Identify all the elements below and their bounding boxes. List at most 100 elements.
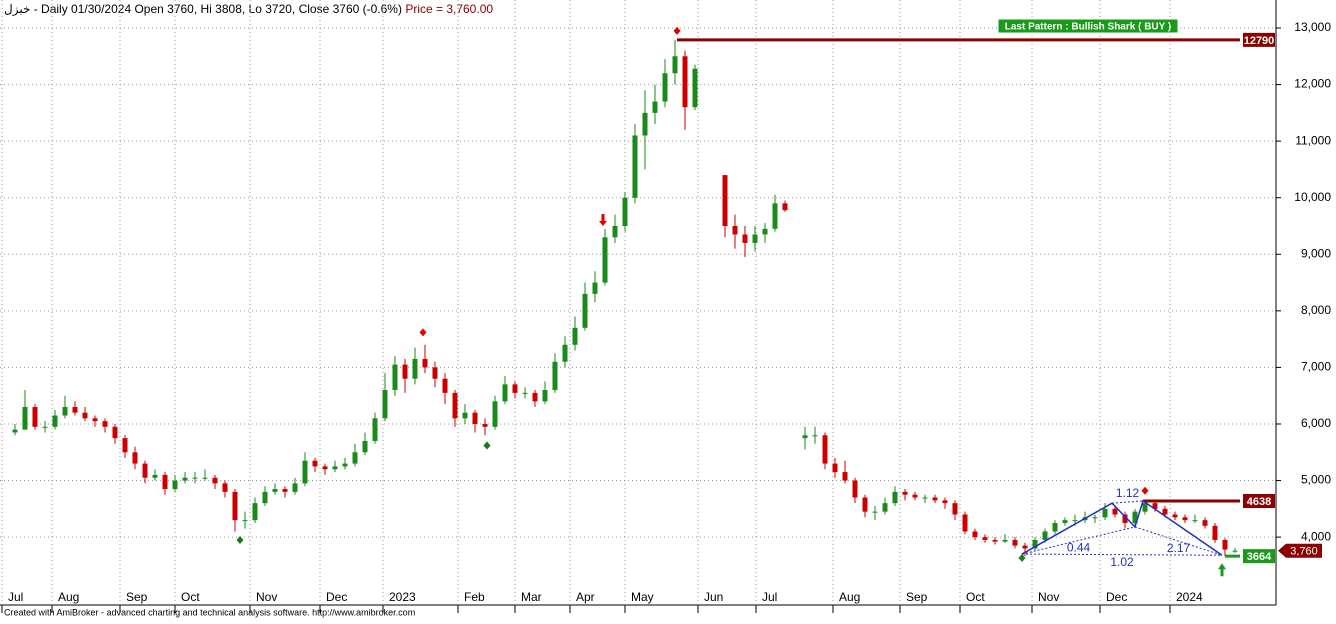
y-tick-label: 7,000 xyxy=(1301,360,1331,374)
candle-body xyxy=(172,480,178,490)
candle-body xyxy=(692,68,698,108)
y-tick-label: 6,000 xyxy=(1301,416,1331,430)
candle-body xyxy=(1102,508,1108,518)
pattern-ratio-line xyxy=(1111,500,1144,504)
candle-body xyxy=(392,364,398,391)
candle-body xyxy=(952,503,958,515)
candle-body xyxy=(92,418,98,422)
candle-body xyxy=(1172,514,1178,518)
chart-header: خبزل - Daily 01/30/2024 Open 3760, Hi 38… xyxy=(4,2,493,16)
candle-body xyxy=(902,491,908,495)
x-tick-label: Sep xyxy=(126,590,148,604)
y-tick-label: 13,000 xyxy=(1294,20,1331,34)
y-tick-label: 10,000 xyxy=(1294,190,1331,204)
price-text: Price = 3,760.00 xyxy=(405,2,493,16)
candle-body xyxy=(1052,522,1058,532)
candle-body xyxy=(602,237,608,283)
candle-body xyxy=(812,435,818,437)
pattern-ratio-line xyxy=(1021,553,1223,556)
candle-body xyxy=(212,477,218,484)
candle-body xyxy=(462,412,468,419)
x-tick-label: Oct xyxy=(181,590,200,604)
candle-body xyxy=(912,494,918,498)
candle-body xyxy=(202,477,208,479)
sell-signal xyxy=(673,26,681,35)
y-tick-label: 5,000 xyxy=(1301,473,1331,487)
x-tick-label: Dec xyxy=(1106,590,1127,604)
pattern-ratio: 0.44 xyxy=(1067,541,1091,555)
candle-body xyxy=(282,489,288,492)
candle-body xyxy=(882,503,888,512)
candle-body xyxy=(832,463,838,473)
candle-body xyxy=(42,426,48,428)
candle-body xyxy=(302,460,308,484)
candle-body xyxy=(932,497,938,501)
candle-body xyxy=(102,421,108,427)
candle-body xyxy=(442,378,448,393)
candle-body xyxy=(232,491,238,521)
candle-body xyxy=(1192,520,1198,522)
sell-signal xyxy=(1141,486,1149,495)
candle-body xyxy=(802,435,808,439)
pattern-ratio-line xyxy=(1134,526,1223,556)
candle-body xyxy=(1132,511,1138,523)
candle-body xyxy=(862,497,868,512)
candle-body xyxy=(222,483,228,492)
buy-signal xyxy=(236,535,244,544)
candle-body xyxy=(572,327,578,345)
y-tick-label: 8,000 xyxy=(1301,303,1331,317)
candle-body xyxy=(52,415,58,427)
candle-body xyxy=(1062,520,1068,523)
candle-body xyxy=(72,407,78,413)
candle-body xyxy=(1072,520,1078,522)
x-tick-label: Sep xyxy=(906,590,928,604)
x-tick-label: Jun xyxy=(704,590,723,604)
candle-body xyxy=(1122,514,1128,523)
candle-body xyxy=(632,135,638,198)
candle-body xyxy=(962,514,968,532)
candle-body xyxy=(32,407,38,427)
candle-body xyxy=(1232,550,1238,552)
last-price-box xyxy=(1278,543,1322,558)
candle-body xyxy=(642,112,648,136)
candle-body xyxy=(772,203,778,229)
candle-body xyxy=(1112,508,1118,515)
candle-body xyxy=(262,491,268,504)
candle-body xyxy=(362,440,368,453)
candle-body xyxy=(292,483,298,492)
candle-body xyxy=(242,520,248,522)
pattern-ratio-line xyxy=(1021,526,1136,555)
x-tick-label: Mar xyxy=(521,590,542,604)
y-tick-label: 9,000 xyxy=(1301,246,1331,260)
candle-body xyxy=(492,401,498,427)
candle-body xyxy=(662,73,668,102)
candle-body xyxy=(152,474,158,478)
candle-body xyxy=(142,463,148,478)
pattern-ratio: 1.02 xyxy=(1110,555,1134,569)
candle-body xyxy=(62,407,68,416)
candle-body xyxy=(312,460,318,467)
candle-body xyxy=(872,511,878,513)
candle-body xyxy=(1042,531,1048,540)
x-tick-label: Jul xyxy=(762,590,777,604)
candle-body xyxy=(1162,508,1168,515)
buy-signal xyxy=(1018,554,1026,563)
level-label: 4638 xyxy=(1247,496,1271,508)
y-tick-label: 11,000 xyxy=(1295,133,1331,147)
candle-body xyxy=(1032,539,1038,549)
x-tick-label: Aug xyxy=(839,590,860,604)
candle-body xyxy=(762,228,768,235)
level-label: 3664 xyxy=(1247,551,1272,563)
candle-body xyxy=(842,472,848,481)
candle-body xyxy=(1092,517,1098,519)
x-tick-label: Feb xyxy=(464,590,485,604)
candle-body xyxy=(1182,517,1188,521)
candle-body xyxy=(592,282,598,294)
pattern-ratio: 1.12 xyxy=(1116,486,1140,500)
candle-body xyxy=(12,429,18,433)
candle-body xyxy=(992,539,998,542)
pattern-line xyxy=(1021,499,1223,556)
pattern-ratio: 2.17 xyxy=(1167,541,1191,555)
candle-body xyxy=(112,426,118,439)
